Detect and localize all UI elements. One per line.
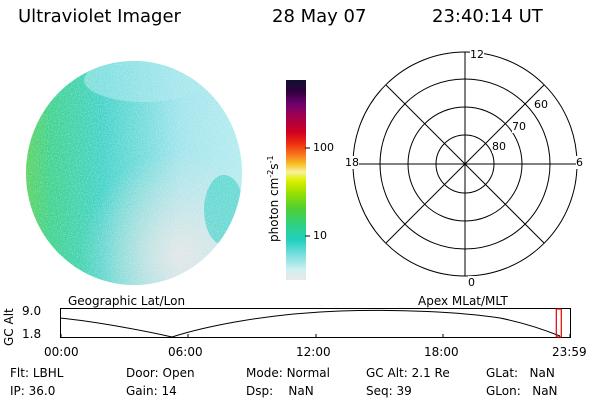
mlat-label-70: 70: [512, 120, 526, 133]
gc-alt-axis-label: GC Alt: [2, 308, 16, 346]
apex-caption: Apex MLat/MLT: [418, 294, 508, 308]
status-ip: IP: 36.0: [10, 384, 56, 398]
polar-plot: [352, 51, 578, 277]
x-tick-0600: 06:00: [168, 345, 203, 359]
status-seq: Seq: 39: [366, 384, 412, 398]
mlt-label-18: 18: [345, 156, 359, 169]
y-tick-9: 9.0: [22, 304, 42, 318]
colorbar: [286, 80, 306, 280]
gc-alt-timeline: [60, 308, 571, 338]
status-mode: Mode: Normal: [246, 366, 330, 380]
current-time-marker: [555, 308, 562, 338]
date-label: 28 May 07: [272, 6, 367, 27]
status-glat: GLat: NaN: [486, 366, 555, 380]
status-gc-alt: GC Alt: 2.1 Re: [366, 366, 450, 380]
mlat-label-60: 60: [534, 98, 548, 111]
geo-caption: Geographic Lat/Lon: [68, 294, 186, 308]
status-dsp: Dsp: NaN: [246, 384, 314, 398]
uv-image: [26, 61, 242, 285]
colorbar-tick-100: 100: [313, 141, 334, 154]
colorbar-axis: [305, 147, 310, 237]
status-flt: Flt: LBHL: [10, 366, 64, 380]
mlt-label-0: 0: [468, 276, 475, 289]
status-gain: Gain: 14: [126, 384, 177, 398]
x-tick-1200: 12:00: [296, 345, 331, 359]
x-tick-0000: 00:00: [44, 345, 79, 359]
x-tick-1800: 18:00: [424, 345, 459, 359]
mlt-label-6: 6: [576, 156, 583, 169]
status-door: Door: Open: [126, 366, 195, 380]
colorbar-tick-10: 10: [313, 229, 327, 242]
y-tick-1-8: 1.8: [22, 327, 42, 341]
colorbar-unit-label: photon cm-2s-1: [266, 155, 281, 242]
status-glon: GLon: NaN: [486, 384, 558, 398]
mlat-label-80: 80: [492, 140, 506, 153]
time-label: 23:40:14 UT: [432, 6, 543, 27]
mlt-label-12: 12: [470, 48, 484, 61]
x-tick-2359: 23:59: [552, 345, 587, 359]
instrument-title: Ultraviolet Imager: [18, 6, 181, 27]
